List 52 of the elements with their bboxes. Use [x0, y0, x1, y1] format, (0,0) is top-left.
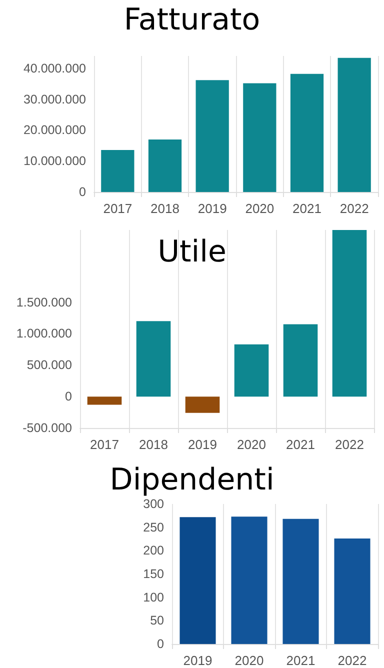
x-tick-label: 2020 [237, 437, 266, 452]
chart-title: Dipendenti [110, 462, 274, 498]
bar [338, 58, 371, 192]
y-tick-label: 1.500.000 [16, 295, 72, 310]
y-tick-label: 0 [65, 390, 72, 404]
x-tick-label: 2017 [90, 437, 119, 452]
x-tick-label: 2022 [335, 437, 364, 452]
y-tick-label: 1.000.000 [16, 326, 72, 341]
bar [231, 516, 268, 644]
y-tick-label: 50 [150, 614, 164, 628]
y-tick-label: 0 [79, 185, 86, 199]
chart-title: Fatturato [124, 2, 260, 38]
bar [243, 83, 276, 192]
y-tick-label: 0 [157, 637, 164, 651]
bar [185, 396, 220, 413]
y-tick-label: -500.000 [22, 421, 72, 435]
chart-title: Utile [158, 234, 226, 270]
y-tick-label: 500.000 [26, 358, 72, 372]
x-tick-label: 2018 [150, 201, 180, 216]
x-tick-label: 2021 [286, 437, 315, 452]
bar [290, 74, 324, 192]
x-tick-label: 2019 [183, 653, 212, 668]
y-tick-label: 10.000.000 [23, 154, 86, 168]
y-tick-label: 20.000.000 [23, 123, 86, 138]
x-tick-label: 2020 [234, 653, 264, 668]
x-tick-label: 2019 [188, 437, 217, 452]
x-tick-label: 2020 [245, 201, 274, 216]
bar [180, 517, 216, 644]
bar [148, 139, 182, 192]
x-tick-label: 2022 [340, 201, 369, 216]
bar [282, 518, 319, 644]
bar [87, 396, 122, 405]
bar [101, 150, 134, 192]
y-tick-label: 200 [143, 544, 164, 558]
x-tick-label: 2021 [286, 653, 316, 668]
x-tick-label: 2021 [292, 201, 322, 216]
bar [332, 230, 367, 397]
y-tick-label: 30.000.000 [23, 92, 86, 106]
bar [196, 80, 229, 192]
bar [283, 324, 318, 397]
y-tick-label: 150 [143, 567, 164, 581]
y-tick-label: 250 [143, 520, 164, 534]
y-tick-label: 100 [143, 590, 164, 604]
x-tick-label: 2019 [198, 201, 227, 216]
bar [334, 538, 370, 644]
x-tick-label: 2018 [139, 437, 168, 452]
y-tick-label: 40.000.000 [23, 61, 86, 76]
x-tick-label: 2017 [103, 201, 132, 216]
x-tick-label: 2022 [338, 653, 367, 668]
bar [234, 344, 269, 397]
bar [136, 321, 171, 397]
y-tick-label: 300 [143, 497, 164, 511]
